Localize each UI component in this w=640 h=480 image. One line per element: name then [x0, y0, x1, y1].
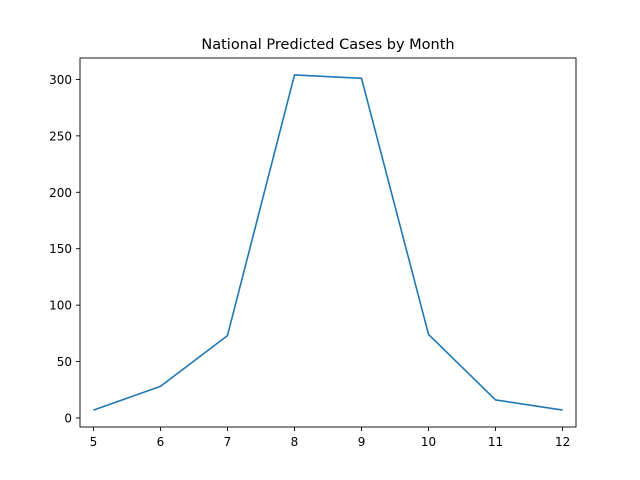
data-point [160, 386, 162, 388]
x-tick-label: 9 [358, 435, 366, 449]
data-point [93, 409, 95, 411]
x-tick-label: 7 [224, 435, 232, 449]
y-tick-label: 200 [49, 186, 72, 200]
y-tick-label: 150 [49, 242, 72, 256]
x-tick-label: 5 [90, 435, 98, 449]
x-tick-label: 8 [291, 435, 299, 449]
plot-area: 5 6 7 8 9 10 11 12 0 50 100 150 200 250 300 [49, 57, 577, 449]
x-tick-label: 6 [157, 435, 165, 449]
y-tick-label: 50 [57, 355, 72, 369]
x-tick-label: 12 [555, 435, 570, 449]
data-point [294, 74, 296, 76]
data-point [562, 409, 564, 411]
data-point [227, 335, 229, 337]
y-tick-label: 0 [64, 411, 72, 425]
y-tick-label: 250 [49, 129, 72, 143]
data-point [495, 399, 497, 401]
chart-title: National Predicted Cases by Month [201, 37, 454, 53]
x-tick-label: 10 [421, 435, 436, 449]
x-tick-label: 11 [488, 435, 503, 449]
data-point [428, 334, 430, 336]
y-tick-label: 100 [49, 299, 72, 313]
axes-frame [79, 57, 577, 428]
y-tick-label: 300 [49, 73, 72, 87]
series-line [93, 74, 563, 411]
data-point [361, 78, 363, 80]
